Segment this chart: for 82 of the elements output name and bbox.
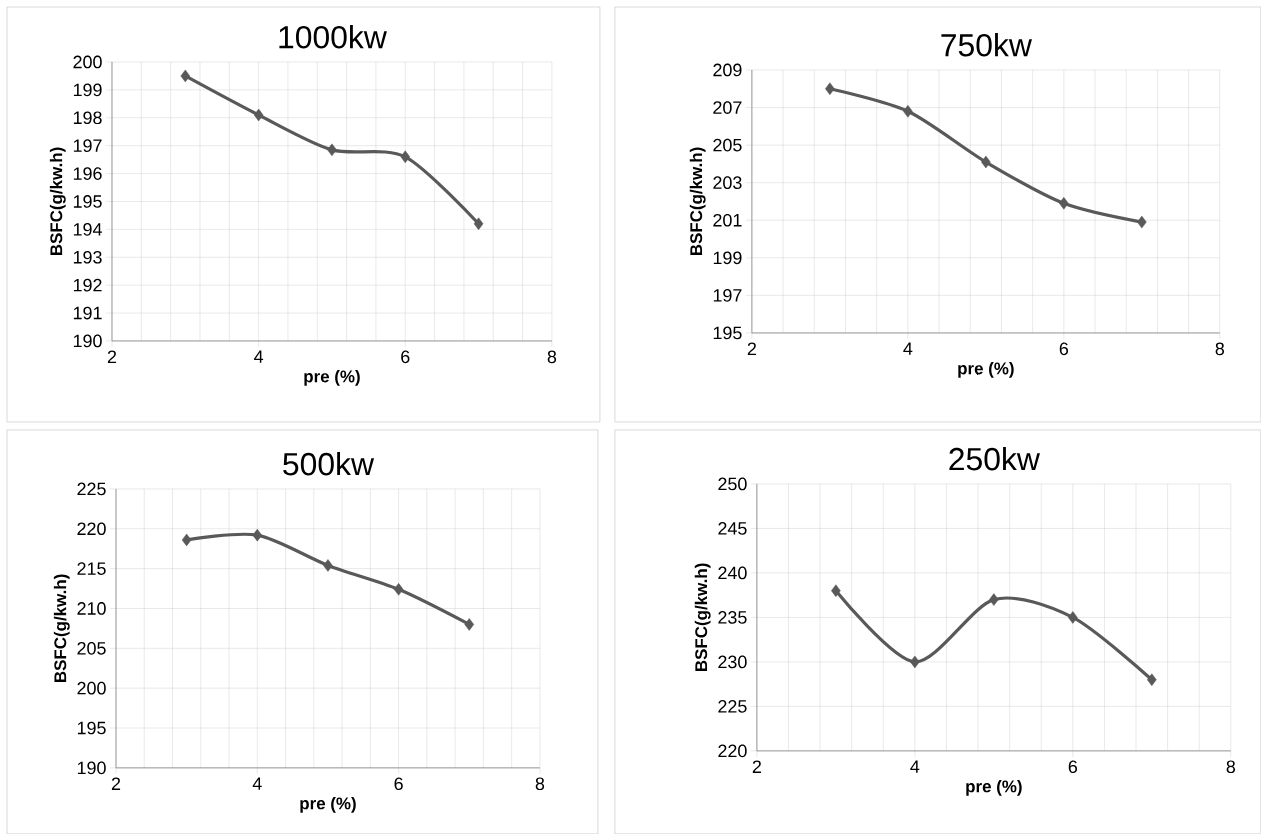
x-tick-label: 6 [394, 777, 403, 791]
point [327, 143, 337, 157]
point [473, 217, 484, 230]
point [323, 559, 333, 572]
y-tick-label: 205 [77, 641, 106, 655]
x-tick-label: 8 [547, 350, 557, 364]
point [253, 108, 264, 122]
x-tick-label: 8 [535, 777, 545, 791]
x-tick-label: 2 [107, 350, 117, 363]
y-tick-label: 245 [718, 522, 747, 535]
y-tick-label: 195 [713, 326, 742, 340]
y-tick-label: 235 [718, 611, 747, 624]
point [1068, 611, 1078, 624]
point [1059, 197, 1069, 210]
point [825, 82, 835, 95]
y-tick-label: 209 [713, 63, 742, 77]
x-tick-label: 2 [111, 777, 121, 790]
y-tick-label: 196 [73, 167, 102, 180]
point [180, 69, 191, 83]
x-axis-title: pre (%) [300, 796, 356, 813]
y-tick-label: 195 [73, 195, 102, 208]
y-tick-label: 197 [73, 139, 102, 152]
point [181, 533, 192, 547]
x-tick-label: 2 [752, 760, 761, 773]
x-tick-label: 6 [401, 350, 410, 364]
x-tick-label: 4 [903, 342, 913, 355]
y-tick-label: 200 [73, 55, 102, 69]
x-tick-label: 6 [1068, 760, 1078, 774]
x-tick-label: 8 [1215, 342, 1225, 356]
y-tick-label: 220 [718, 744, 747, 758]
chart-title: 250kw [949, 446, 1040, 471]
x-tick-label: 6 [1059, 342, 1069, 356]
y-tick-label: 200 [77, 681, 106, 695]
point [903, 105, 913, 118]
x-tick-label: 4 [910, 760, 920, 773]
y-tick-label: 199 [713, 251, 742, 265]
y-axis-title: BSFC(g/kw.h) [49, 147, 66, 256]
point [464, 618, 475, 631]
point [910, 655, 920, 669]
point [252, 528, 263, 542]
y-tick-label: 225 [718, 700, 747, 713]
chart-title: 1000kw [279, 25, 387, 49]
y-tick-label: 199 [73, 83, 102, 97]
y-tick-label: 195 [77, 721, 106, 735]
y-tick-label: 198 [73, 111, 102, 125]
point [393, 583, 404, 596]
y-tick-label: 207 [713, 101, 742, 114]
y-tick-label: 230 [718, 655, 747, 669]
point [989, 593, 999, 606]
x-tick-label: 8 [1226, 760, 1236, 774]
x-axis-title: pre (%) [958, 361, 1014, 378]
y-tick-label: 220 [77, 522, 106, 536]
x-tick-label: 4 [254, 350, 264, 363]
y-tick-label: 225 [77, 482, 106, 496]
y-tick-label: 203 [713, 176, 742, 189]
y-axis-title: BSFC(g/kw.h) [53, 574, 70, 682]
x-axis-title: pre (%) [966, 779, 1022, 796]
y-axis-title: BSFC(g/kw.h) [694, 563, 711, 671]
y-tick-label: 210 [77, 602, 106, 615]
point [1137, 215, 1147, 229]
chart-title: 750kw [941, 33, 1032, 57]
x-tick-label: 4 [252, 777, 262, 790]
point [1147, 673, 1157, 686]
y-tick-label: 240 [718, 566, 747, 580]
chart-title: 500kw [283, 451, 375, 476]
y-tick-label: 193 [73, 250, 102, 264]
y-tick-label: 197 [713, 288, 742, 302]
y-tick-label: 191 [73, 306, 102, 320]
point [400, 150, 411, 164]
y-tick-label: 190 [73, 334, 102, 348]
y-tick-label: 194 [73, 222, 102, 236]
y-tick-label: 250 [718, 477, 747, 491]
y-tick-label: 215 [77, 562, 106, 575]
point [981, 155, 991, 169]
y-tick-label: 205 [713, 138, 742, 152]
x-tick-label: 2 [747, 342, 756, 355]
x-axis-title: pre (%) [304, 369, 360, 386]
point [831, 584, 841, 597]
y-tick-label: 190 [77, 761, 106, 775]
y-axis-title: BSFC(g/kw.h) [689, 147, 706, 256]
y-tick-label: 201 [713, 213, 742, 227]
y-tick-label: 192 [73, 278, 102, 292]
